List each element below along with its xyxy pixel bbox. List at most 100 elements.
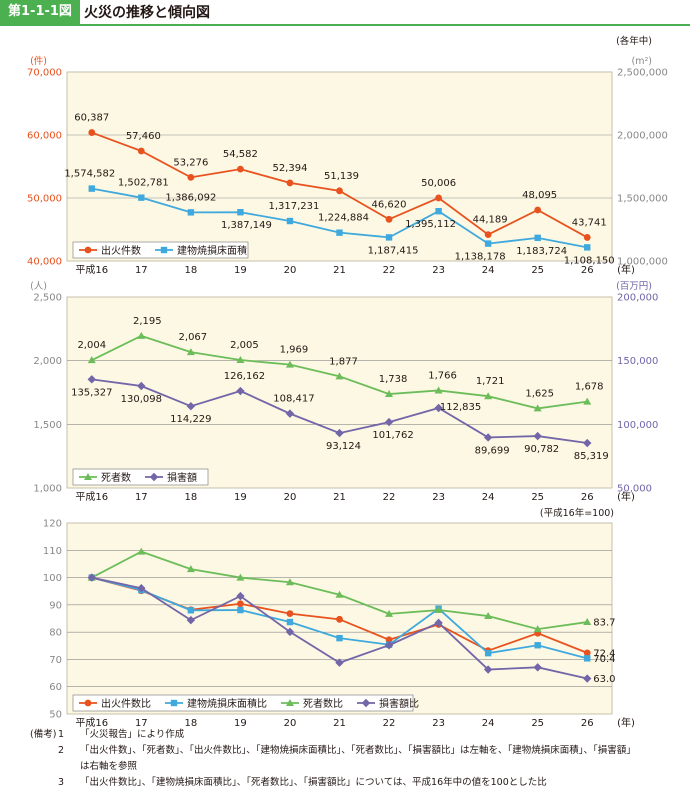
data-point xyxy=(335,372,344,380)
data-point xyxy=(87,573,96,582)
data-point xyxy=(385,636,393,644)
data-point xyxy=(237,606,244,614)
legend-marker xyxy=(286,699,294,706)
note-row-2b: は右軸を参照 xyxy=(30,759,680,775)
y-tick-label-left: 120 xyxy=(43,519,62,530)
right-axis-unit: (百万円) xyxy=(616,281,652,292)
x-tick-label: 26 xyxy=(581,492,594,503)
data-label: 126,162 xyxy=(224,371,265,382)
y-tick-label-left: 110 xyxy=(43,546,62,557)
data-point xyxy=(584,244,591,251)
data-label: 48,095 xyxy=(522,190,557,201)
x-tick-label: 19 xyxy=(234,492,247,503)
y-tick-label-left: 80 xyxy=(49,628,62,639)
data-point xyxy=(88,129,96,136)
data-point xyxy=(186,565,195,573)
y-tick-label-left: 40,000 xyxy=(27,257,62,268)
x-tick-label: 20 xyxy=(284,265,297,276)
x-tick-label: 平成16 xyxy=(75,264,108,276)
data-point xyxy=(385,390,394,398)
chart-panel-1: 40,000 50,000 60,000 70,000 1,000,000 1,500,0… xyxy=(27,35,668,276)
data-label: 1,678 xyxy=(575,382,604,393)
data-point xyxy=(237,600,244,608)
data-point xyxy=(336,634,343,642)
data-label: 1,108,150 xyxy=(564,255,615,266)
data-point xyxy=(137,331,146,339)
data-point xyxy=(138,194,145,201)
data-point xyxy=(435,194,442,202)
x-tick-label: 26 xyxy=(581,265,594,276)
data-label: 44,189 xyxy=(473,215,508,226)
x-tick-label: 19 xyxy=(234,718,247,729)
end-value-label: 83.7 xyxy=(593,618,615,629)
data-point xyxy=(336,615,343,623)
data-point xyxy=(484,649,492,657)
data-label: 60,387 xyxy=(74,113,109,124)
data-point xyxy=(286,217,294,225)
y-tick-label-left: 2,500 xyxy=(33,293,62,304)
data-label: 112,835 xyxy=(440,402,481,413)
data-label: 135,327 xyxy=(71,387,112,398)
data-label: 50,006 xyxy=(421,178,456,189)
y-tick-label-left: 70,000 xyxy=(27,68,62,79)
note-text: 「火災報告」により作成 xyxy=(80,729,185,740)
y-tick-label-left: 50 xyxy=(49,710,62,721)
data-point xyxy=(483,433,493,442)
x-axis-unit: (年) xyxy=(617,490,635,503)
legend-label: 建物焼損床面積 xyxy=(177,244,247,257)
y-tick-label-left: 60 xyxy=(49,682,62,693)
data-point xyxy=(137,547,146,555)
y-tick-label-left: 60,000 xyxy=(27,131,62,142)
data-label: 1,574,582 xyxy=(64,169,115,180)
data-label: 2,067 xyxy=(179,332,208,343)
data-label: 93,124 xyxy=(326,441,361,452)
x-tick-label: 19 xyxy=(234,265,247,276)
y-tick-label-left: 1,500 xyxy=(33,420,62,431)
chart-panel-3: 50 60 70 80 90 100 110 120 (平成16年=100) 平成16 17 18 19… xyxy=(43,507,635,729)
x-tick-label: 18 xyxy=(184,492,197,503)
data-label: 2,004 xyxy=(77,340,106,351)
data-label: 1,395,112 xyxy=(405,219,456,230)
data-point xyxy=(186,402,196,411)
x-tick-label: 24 xyxy=(482,265,495,276)
legend-label: 死者数比 xyxy=(303,697,343,710)
data-point xyxy=(434,606,443,614)
data-point xyxy=(583,649,591,657)
x-tick-label: 24 xyxy=(482,492,495,503)
data-point xyxy=(583,618,592,626)
figure-header: 第1-1-1図 火災の推移と傾向図 xyxy=(0,0,690,26)
note-text: 「出火件数比」、「建物焼損床面積比」、「死者数比」、「損害額比」については、平成… xyxy=(80,777,547,788)
data-point xyxy=(237,209,244,216)
y-tick-label-right: 100,000 xyxy=(617,420,658,431)
right-axis-unit: (m²) xyxy=(632,56,652,67)
legend-label: 出火件数 xyxy=(101,244,141,257)
note-row-2: 2 「出火件数」、「死者数」、「出火件数比」、「建物焼損床面積比」、「死者数比」… xyxy=(30,743,680,759)
x-axis-unit: (年) xyxy=(617,716,635,729)
end-value-label: 70.4 xyxy=(593,654,615,665)
data-label: 1,386,092 xyxy=(165,192,216,203)
end-value-label: 72.4 xyxy=(593,648,615,659)
data-point xyxy=(534,234,541,242)
x-tick-label: 18 xyxy=(184,718,197,729)
x-tick-label: 18 xyxy=(184,265,197,276)
data-label: 85,319 xyxy=(574,451,609,462)
legend-label: 出火件数比 xyxy=(101,697,151,710)
data-label: 1,317,231 xyxy=(269,201,320,212)
data-point xyxy=(385,215,393,223)
data-point xyxy=(584,655,591,662)
y-tick-label-right: 1,000,000 xyxy=(617,257,668,268)
y-tick-label-left: 70 xyxy=(49,655,62,666)
notes: (備考) 1 「火災報告」により作成 2 「出火件数」、「死者数」、「出火件数比… xyxy=(30,727,680,791)
data-label: 2,005 xyxy=(230,340,259,351)
legend-marker xyxy=(149,472,159,482)
data-point xyxy=(285,409,295,418)
data-point xyxy=(434,403,443,413)
x-tick-label: 17 xyxy=(135,718,148,729)
figure-title: 火災の推移と傾向図 xyxy=(84,5,210,21)
y-tick-label-left: 50,000 xyxy=(27,194,62,205)
end-value-label: 63.0 xyxy=(593,674,615,685)
data-point xyxy=(534,206,542,214)
x-tick-label: 23 xyxy=(432,265,445,276)
data-point xyxy=(335,428,344,438)
data-point xyxy=(236,591,245,601)
